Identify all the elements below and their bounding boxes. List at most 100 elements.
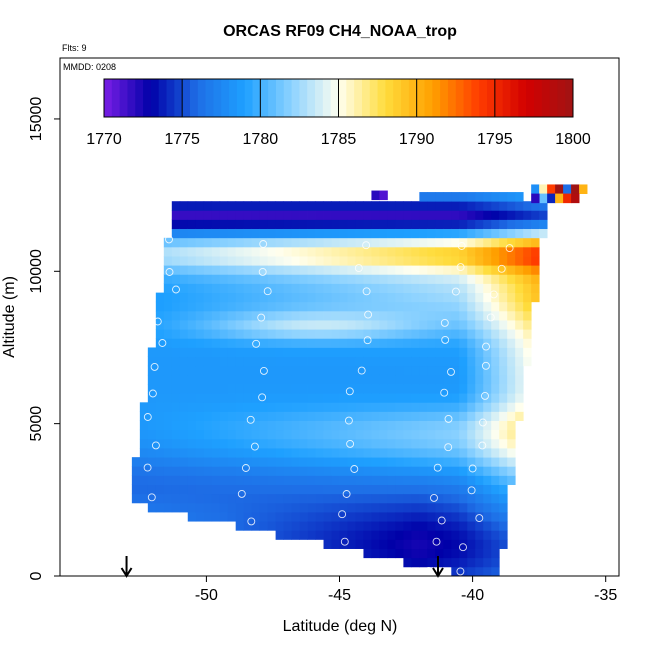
heat-cell — [483, 347, 492, 358]
heat-cell — [275, 338, 284, 348]
heat-cell — [475, 237, 484, 248]
colorbar-segment — [447, 79, 457, 117]
heat-cell — [379, 493, 388, 504]
heat-cell — [131, 484, 141, 495]
heat-cell — [139, 457, 149, 467]
heat-cell — [275, 356, 284, 367]
heat-cell — [227, 256, 237, 266]
observation-point — [150, 362, 159, 371]
heat-cell — [347, 475, 356, 485]
heat-cell — [331, 338, 340, 348]
heat-cell — [347, 338, 356, 348]
heat-cell — [371, 512, 380, 522]
heat-cell — [515, 301, 524, 312]
heat-cell — [315, 384, 324, 394]
heat-cell — [459, 338, 468, 348]
heat-cell — [435, 301, 444, 312]
heat-cell — [211, 338, 221, 348]
heat-cell — [379, 365, 388, 376]
heat-cell — [251, 210, 261, 220]
heat-cell — [251, 356, 261, 367]
heat-cell — [259, 438, 269, 449]
heat-cell — [499, 530, 508, 540]
heat-cell — [355, 201, 364, 211]
heat-cell — [323, 320, 332, 330]
heat-cell — [307, 411, 316, 421]
heat-cell — [251, 201, 261, 211]
heat-cell — [275, 237, 284, 248]
heat-cell — [331, 283, 340, 294]
heat-cell — [299, 356, 308, 367]
colorbar-segment — [549, 79, 558, 117]
heat-cell — [323, 411, 332, 421]
heat-cell — [275, 329, 284, 339]
heat-cell — [283, 429, 292, 440]
heat-cell — [331, 347, 340, 358]
heat-cell — [275, 402, 284, 412]
heat-cell — [251, 374, 261, 385]
heat-cell — [275, 374, 284, 385]
heat-cell — [283, 457, 292, 467]
heat-cell — [315, 292, 324, 303]
observation-point — [363, 336, 372, 345]
heat-cell — [179, 265, 189, 275]
heat-cell — [307, 228, 316, 239]
colorbar-segment — [283, 79, 293, 117]
heat-cell — [435, 256, 444, 266]
heat-cell — [179, 310, 189, 321]
colorbar-tick-label: 1775 — [164, 131, 200, 148]
heat-cell — [443, 265, 452, 275]
heat-cell — [291, 347, 300, 358]
heat-cell — [171, 502, 181, 513]
heat-cell — [211, 393, 221, 403]
heat-cell — [275, 502, 284, 513]
heat-cell — [419, 219, 428, 230]
heat-cell — [411, 457, 420, 467]
heat-cell — [579, 184, 588, 194]
heat-cell — [203, 219, 213, 230]
heat-cell — [291, 374, 300, 385]
heat-cell — [315, 521, 324, 531]
heat-cell — [275, 530, 284, 540]
heat-cell — [475, 338, 484, 348]
heat-cell — [315, 374, 324, 385]
heat-cell — [547, 184, 556, 194]
heat-cell — [403, 265, 412, 275]
heat-cell — [267, 265, 277, 275]
heat-cell — [371, 210, 380, 220]
heat-cell — [363, 521, 372, 531]
observation-point — [478, 441, 487, 450]
heat-cell — [211, 365, 221, 376]
heat-cell — [467, 256, 476, 266]
heat-cell — [155, 502, 165, 513]
heat-cell — [443, 548, 452, 559]
heat-cell — [275, 283, 284, 294]
heat-cell — [435, 402, 444, 412]
heat-cell — [499, 429, 508, 440]
heat-cell — [411, 420, 420, 431]
heat-cell — [403, 228, 412, 239]
heat-cell — [483, 530, 492, 540]
heat-cell — [451, 411, 460, 421]
heat-cell — [315, 429, 324, 440]
heat-cell — [387, 365, 396, 376]
heat-cell — [187, 457, 197, 467]
colorbar-segment — [166, 79, 175, 117]
heat-cell — [427, 448, 436, 458]
heat-cell — [211, 237, 221, 248]
heat-cell — [291, 484, 300, 495]
observation-point — [459, 543, 467, 552]
heat-cell — [323, 539, 332, 549]
heat-cell — [499, 512, 508, 522]
heat-cell — [299, 393, 308, 403]
heat-cell — [499, 347, 508, 358]
heat-cell — [283, 210, 292, 220]
heat-cell — [451, 384, 460, 394]
heat-cell — [427, 548, 436, 559]
heat-cell — [307, 219, 316, 230]
heat-cell — [443, 539, 452, 549]
heat-cell — [531, 219, 540, 230]
heat-cell — [307, 246, 316, 257]
heat-cell — [307, 201, 316, 211]
